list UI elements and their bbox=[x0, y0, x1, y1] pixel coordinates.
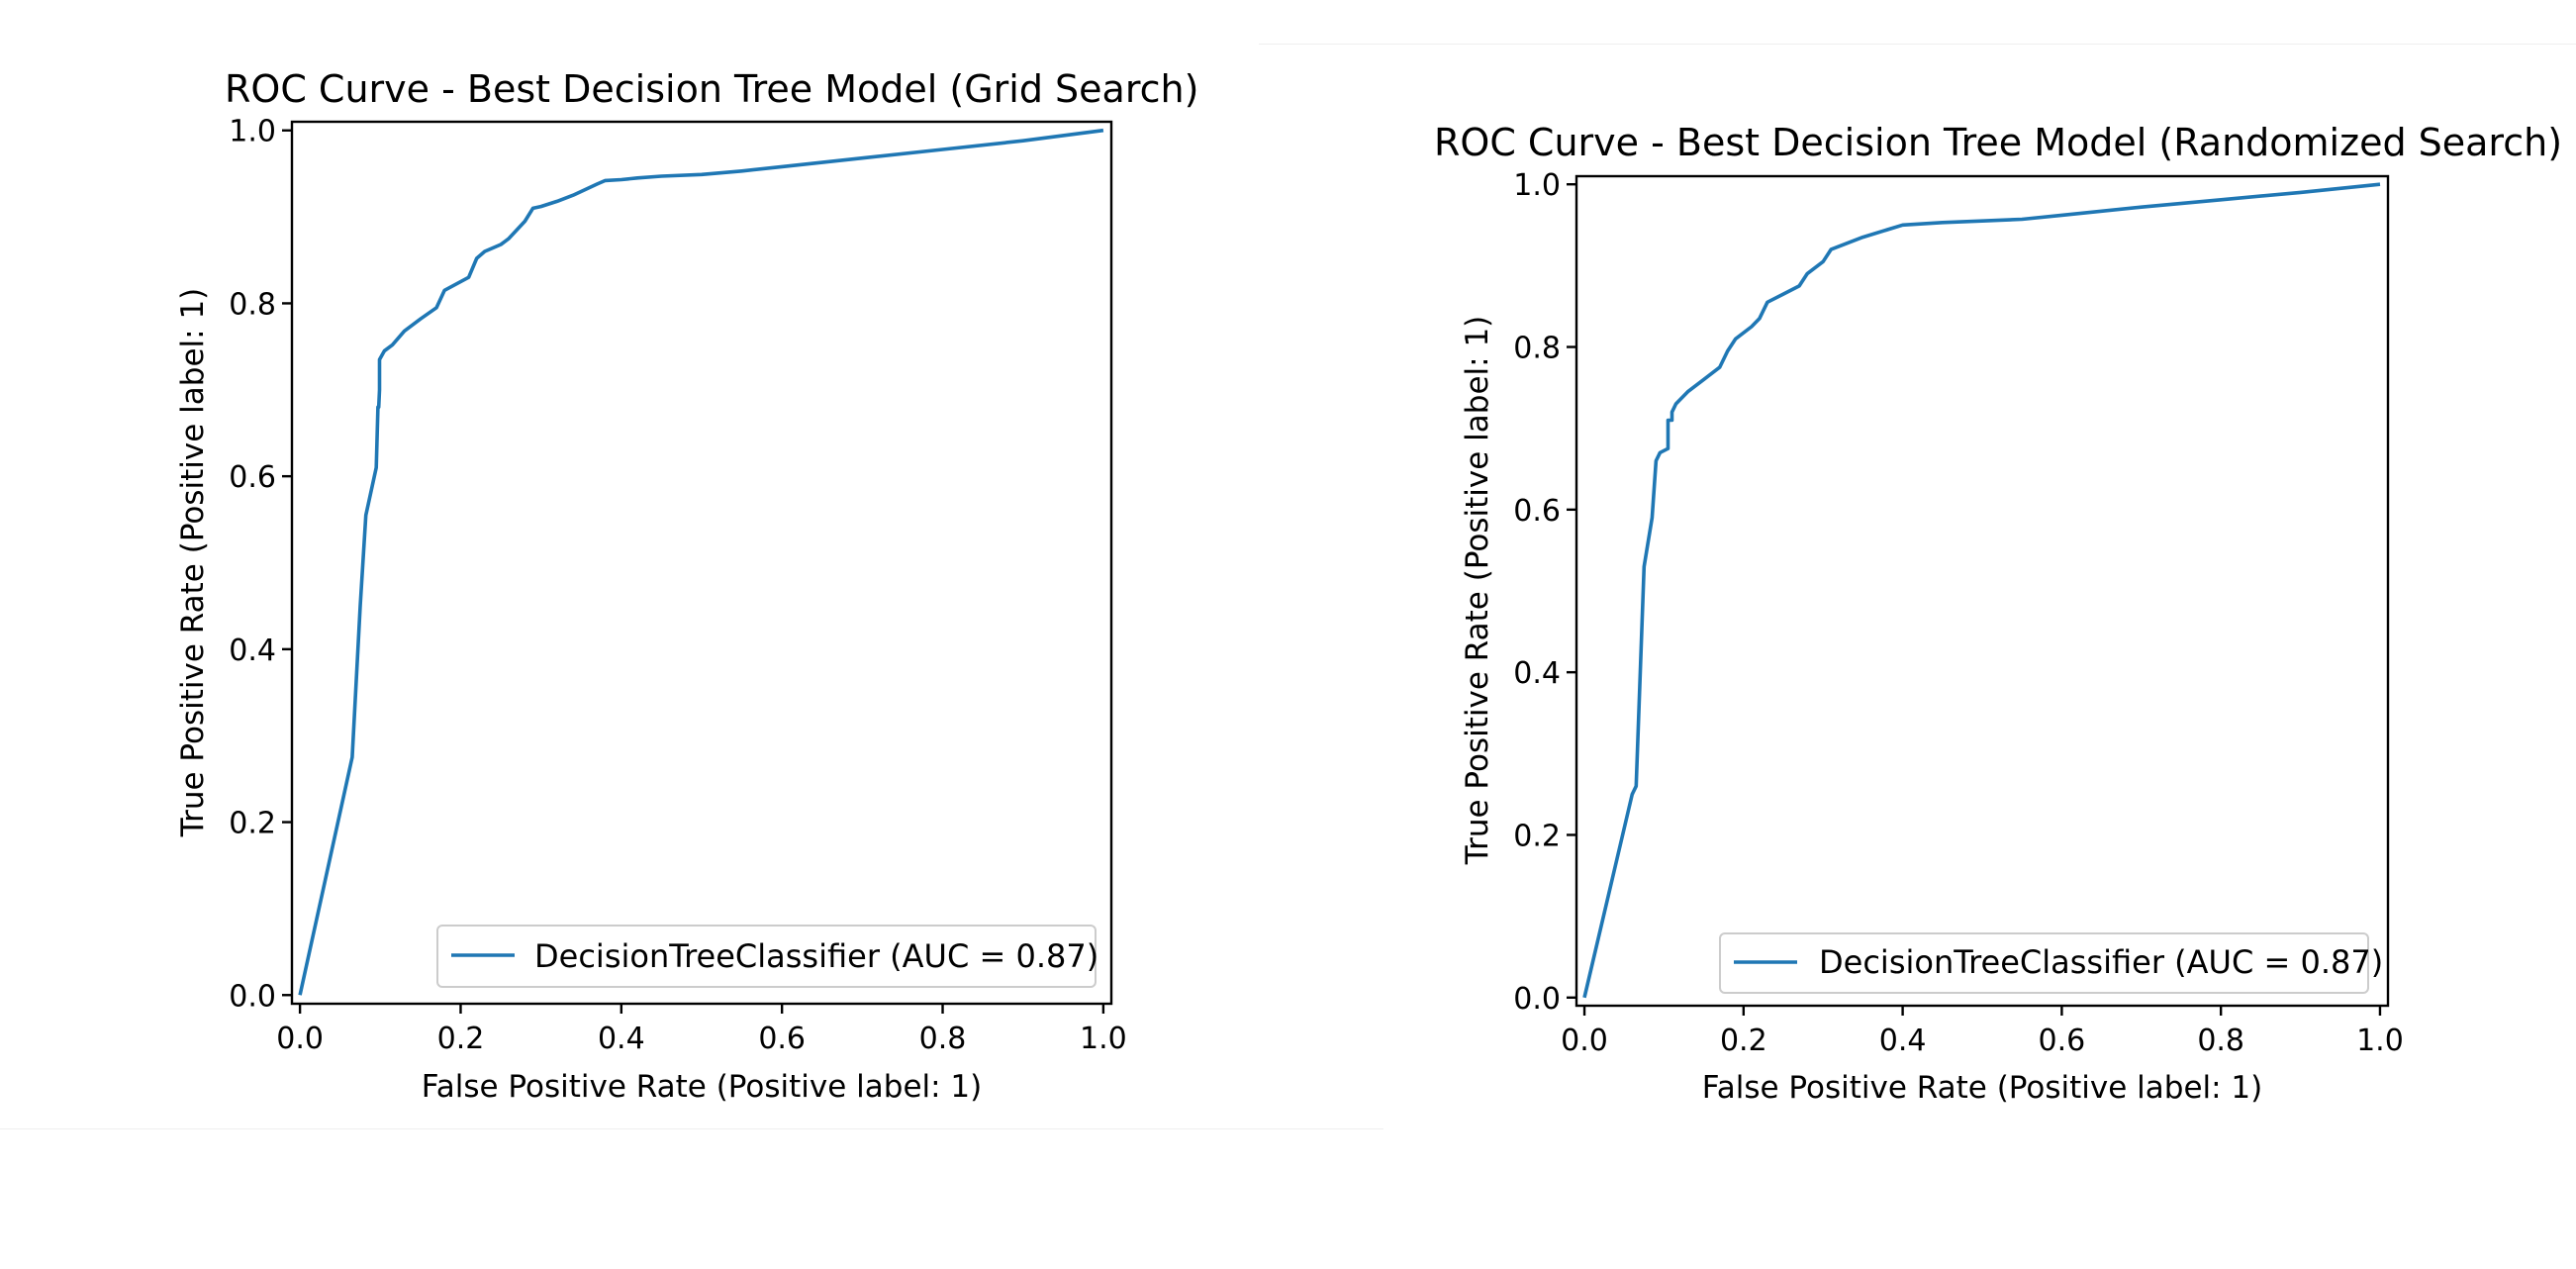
legend: DecisionTreeClassifier (AUC = 0.87) bbox=[436, 925, 1098, 988]
y-tick-label: 0.0 bbox=[1513, 982, 1561, 1017]
y-axis: 0.0 0.2 0.4 0.6 0.8 1.0 bbox=[229, 115, 292, 1014]
y-tick-label: 0.6 bbox=[1513, 494, 1561, 529]
x-tick-label: 0.6 bbox=[2039, 1024, 2086, 1058]
separator-line-top bbox=[1259, 44, 2576, 45]
plot-frame bbox=[1574, 174, 2390, 1008]
y-tick-label: 0.4 bbox=[1513, 656, 1561, 691]
y-tick-label: 1.0 bbox=[1513, 168, 1561, 203]
x-axis: 0.0 0.2 0.4 0.6 0.8 1.0 bbox=[1561, 1006, 2404, 1058]
y-tick-label: 0.2 bbox=[1513, 819, 1561, 853]
chart-title: ROC Curve - Best Decision Tree Model (Ra… bbox=[1434, 121, 2562, 164]
x-tick-label: 0.6 bbox=[758, 1022, 806, 1056]
y-tick-label: 1.0 bbox=[229, 115, 276, 149]
y-tick-label: 0.6 bbox=[229, 460, 276, 495]
x-tick-label: 0.4 bbox=[598, 1022, 645, 1056]
legend-box bbox=[1719, 932, 2369, 994]
y-axis-label: True Positive Rate (Positive label: 1) bbox=[175, 288, 211, 838]
y-tick-label: 0.0 bbox=[229, 979, 276, 1014]
x-tick-label: 0.0 bbox=[276, 1022, 324, 1056]
x-axis-label: False Positive Rate (Positive label: 1) bbox=[422, 1069, 983, 1105]
legend-label: DecisionTreeClassifier (AUC = 0.87) bbox=[1819, 943, 2383, 981]
y-tick-label: 0.8 bbox=[229, 287, 276, 322]
x-tick-label: 1.0 bbox=[1080, 1022, 1127, 1056]
roc-chart-grid-search: ROC Curve - Best Decision Tree Model (Gr… bbox=[175, 67, 1198, 1105]
y-axis: 0.0 0.2 0.4 0.6 0.8 1.0 bbox=[1513, 168, 1576, 1017]
roc-chart-randomized-search: ROC Curve - Best Decision Tree Model (Ra… bbox=[1434, 121, 2562, 1106]
y-axis-label: True Positive Rate (Positive label: 1) bbox=[1460, 316, 1495, 866]
x-tick-label: 0.2 bbox=[437, 1022, 485, 1056]
x-tick-label: 1.0 bbox=[2356, 1024, 2404, 1058]
x-tick-label: 0.4 bbox=[1879, 1024, 1927, 1058]
chart-title: ROC Curve - Best Decision Tree Model (Gr… bbox=[225, 67, 1198, 111]
separator-line-bottom bbox=[0, 1128, 1383, 1129]
legend-box bbox=[436, 925, 1097, 988]
x-tick-label: 0.0 bbox=[1561, 1024, 1608, 1058]
x-axis: 0.0 0.2 0.4 0.6 0.8 1.0 bbox=[276, 1004, 1127, 1056]
x-tick-label: 0.2 bbox=[1720, 1024, 1767, 1058]
x-tick-label: 0.8 bbox=[2197, 1024, 2244, 1058]
legend-label: DecisionTreeClassifier (AUC = 0.87) bbox=[534, 937, 1098, 975]
roc-curve bbox=[1582, 182, 2381, 999]
x-tick-label: 0.8 bbox=[919, 1022, 967, 1056]
plot-frame bbox=[290, 120, 1113, 1006]
x-axis-label: False Positive Rate (Positive label: 1) bbox=[1702, 1070, 2263, 1106]
y-tick-label: 0.8 bbox=[1513, 332, 1561, 366]
roc-curve bbox=[298, 128, 1104, 996]
y-tick-label: 0.2 bbox=[229, 807, 276, 841]
y-tick-label: 0.4 bbox=[229, 634, 276, 668]
legend: DecisionTreeClassifier (AUC = 0.87) bbox=[1719, 932, 2383, 994]
